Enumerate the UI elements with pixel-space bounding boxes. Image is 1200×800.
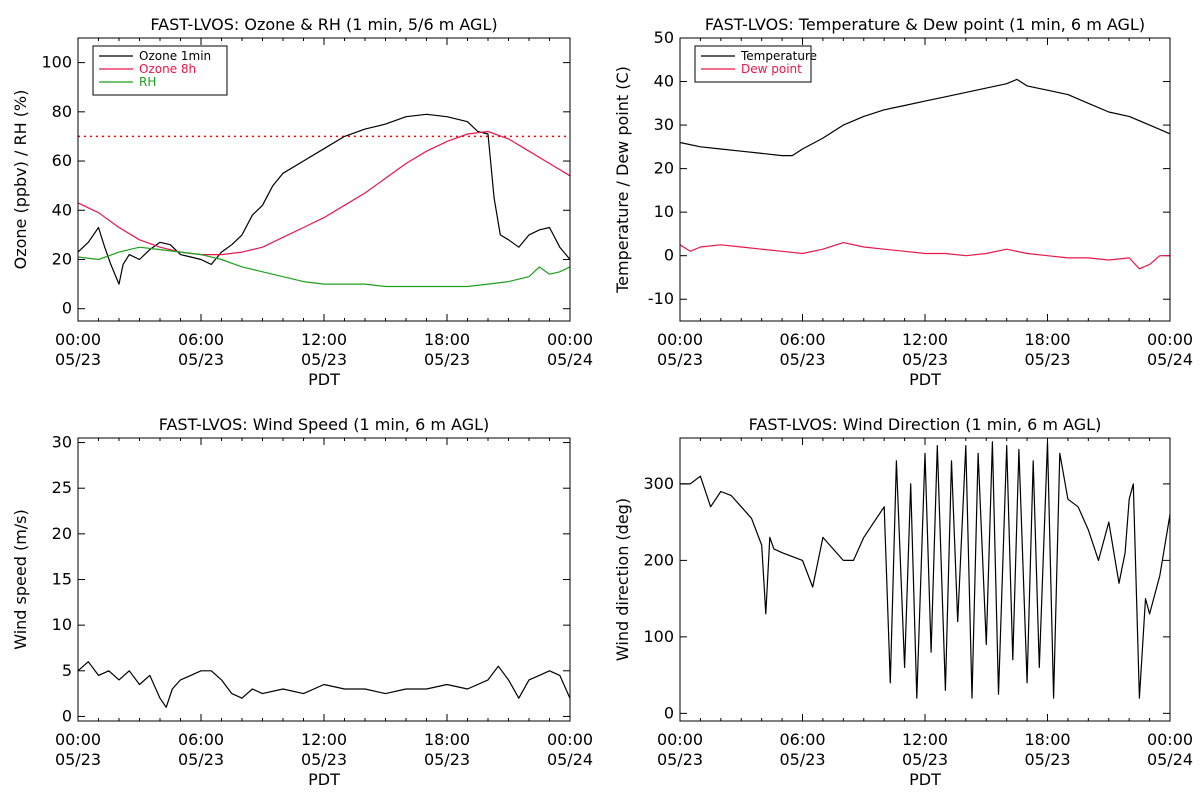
y-tick-label: 0: [62, 706, 72, 725]
series-line-0: [77, 661, 571, 708]
x-axis-label: PDT: [909, 370, 941, 389]
y-tick-label: 0: [664, 246, 674, 265]
legend-entry: Temperature: [740, 49, 817, 63]
chart-title: FAST-LVOS: Wind Speed (1 min, 6 m AGL): [159, 415, 490, 434]
x-tick-date: 05/23: [657, 750, 703, 769]
legend-box: [694, 45, 812, 83]
x-tick-label: 00:00: [55, 330, 101, 349]
x-tick-label: 00:00: [1147, 330, 1193, 349]
chart-panel-1: FAST-LVOS: Temperature & Dew point (1 mi…: [613, 15, 1193, 389]
legend-entry: Ozone 1min: [139, 49, 211, 63]
y-axis-label: Ozone (ppbv) / RH (%): [11, 90, 30, 270]
series-line-0: [679, 78, 1171, 157]
x-tick-label: 00:00: [657, 730, 703, 749]
y-axis-label: Wind direction (deg): [613, 498, 632, 661]
x-tick-date: 05/23: [178, 750, 224, 769]
x-tick-label: 06:00: [779, 730, 825, 749]
plot-frame: [679, 437, 1171, 722]
legend-box: [92, 45, 228, 96]
plot-frame: [77, 437, 571, 722]
y-tick-label: 30: [654, 115, 674, 134]
chart-panel-3: FAST-LVOS: Wind Direction (1 min, 6 m AG…: [613, 415, 1193, 789]
y-tick-label: 40: [52, 200, 72, 219]
x-tick-date: 05/24: [547, 350, 593, 369]
y-tick-label: 10: [654, 202, 674, 221]
x-tick-date: 05/23: [424, 750, 470, 769]
legend-entry: Ozone 8h: [139, 62, 196, 76]
y-tick-label: 200: [643, 550, 674, 569]
y-axis-label: Temperature / Dew point (C): [613, 66, 632, 294]
y-tick-label: 15: [52, 570, 72, 589]
x-tick-date: 05/23: [55, 350, 101, 369]
series-line-0: [680, 441, 1171, 699]
x-tick-date: 05/23: [902, 750, 948, 769]
series-line-2: [77, 246, 571, 288]
y-tick-label: 40: [654, 72, 674, 91]
x-tick-date: 05/23: [779, 750, 825, 769]
x-tick-label: 12:00: [301, 330, 347, 349]
y-tick-label: 300: [643, 474, 674, 493]
y-axis-label: Wind speed (m/s): [11, 509, 30, 650]
y-tick-label: -10: [648, 289, 674, 308]
x-axis-label: PDT: [308, 370, 340, 389]
x-tick-date: 05/23: [301, 750, 347, 769]
x-tick-date: 05/23: [779, 350, 825, 369]
y-tick-label: 0: [664, 703, 674, 722]
x-tick-date: 05/24: [1147, 350, 1193, 369]
y-tick-label: 10: [52, 615, 72, 634]
x-tick-label: 12:00: [301, 730, 347, 749]
chart-title: FAST-LVOS: Ozone & RH (1 min, 5/6 m AGL): [150, 15, 497, 34]
x-tick-date: 05/23: [657, 350, 703, 369]
legend-entry: Dew point: [741, 62, 802, 76]
x-tick-label: 18:00: [424, 730, 470, 749]
x-tick-label: 00:00: [547, 330, 593, 349]
y-tick-label: 30: [52, 433, 72, 452]
plot-frame: [77, 37, 571, 322]
y-tick-label: 20: [52, 249, 72, 268]
y-tick-label: 20: [654, 159, 674, 178]
x-tick-date: 05/23: [1024, 750, 1070, 769]
x-tick-date: 05/23: [301, 350, 347, 369]
x-tick-label: 00:00: [657, 330, 703, 349]
y-tick-label: 25: [52, 478, 72, 497]
series-line-1: [77, 130, 571, 256]
x-axis-label: PDT: [308, 770, 340, 789]
x-tick-label: 06:00: [178, 730, 224, 749]
legend-entry: RH: [139, 75, 156, 89]
x-tick-label: 06:00: [779, 330, 825, 349]
x-tick-label: 12:00: [902, 330, 948, 349]
series-line-0: [77, 113, 571, 285]
x-tick-label: 06:00: [178, 330, 224, 349]
y-tick-label: 20: [52, 524, 72, 543]
x-axis-label: PDT: [909, 770, 941, 789]
x-tick-label: 18:00: [1024, 330, 1070, 349]
x-tick-label: 18:00: [424, 330, 470, 349]
x-tick-date: 05/24: [547, 750, 593, 769]
y-tick-label: 60: [52, 151, 72, 170]
x-tick-label: 00:00: [55, 730, 101, 749]
y-tick-label: 100: [41, 53, 72, 72]
chart-title: FAST-LVOS: Temperature & Dew point (1 mi…: [705, 15, 1145, 34]
x-tick-date: 05/23: [178, 350, 224, 369]
x-tick-date: 05/23: [1024, 350, 1070, 369]
x-tick-date: 05/24: [1147, 750, 1193, 769]
x-tick-label: 18:00: [1024, 730, 1070, 749]
chart-panel-2: FAST-LVOS: Wind Speed (1 min, 6 m AGL) Wi…: [11, 415, 593, 789]
y-tick-label: 50: [654, 28, 674, 47]
x-tick-date: 05/23: [55, 750, 101, 769]
y-tick-label: 100: [643, 627, 674, 646]
x-tick-label: 12:00: [902, 730, 948, 749]
x-tick-date: 05/23: [424, 350, 470, 369]
x-tick-label: 00:00: [1147, 730, 1193, 749]
plot-frame: [679, 37, 1171, 322]
chart-panel-0: FAST-LVOS: Ozone & RH (1 min, 5/6 m AGL)…: [11, 15, 593, 389]
chart-title: FAST-LVOS: Wind Direction (1 min, 6 m AG…: [749, 415, 1102, 434]
y-tick-label: 5: [62, 661, 72, 680]
series-line-1: [679, 242, 1170, 270]
y-tick-label: 0: [62, 299, 72, 318]
x-tick-label: 00:00: [547, 730, 593, 749]
x-tick-date: 05/23: [902, 350, 948, 369]
y-tick-label: 80: [52, 102, 72, 121]
